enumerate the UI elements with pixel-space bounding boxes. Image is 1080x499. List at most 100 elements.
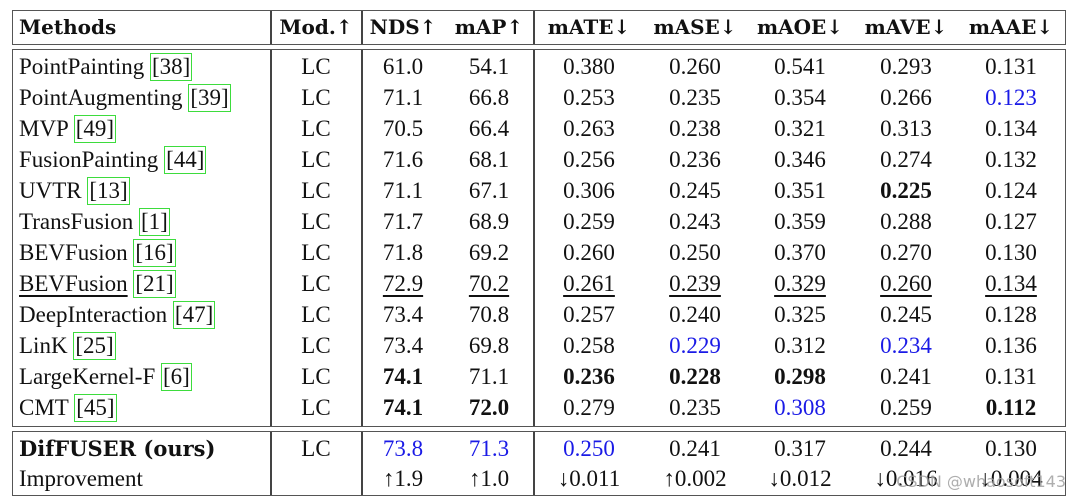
mave-value: 0.274 — [880, 147, 932, 172]
map-value: 54.1 — [468, 54, 510, 79]
mate-value: 0.256 — [563, 147, 615, 172]
column-divider — [361, 50, 363, 426]
method-cell: TransFusion [1] — [19, 206, 170, 237]
nds-value: 61.0 — [382, 54, 424, 79]
mase-value: 0.243 — [669, 209, 721, 234]
citation-link[interactable]: [1] — [138, 208, 170, 236]
mave-value: 0.260 — [880, 271, 932, 296]
nds-value: 71.8 — [382, 240, 424, 265]
mave-value: 0.234 — [880, 333, 932, 358]
citation-link[interactable]: [25] — [73, 332, 116, 360]
table-row: PointPainting [38] LC 61.0 54.1 0.380 0.260 0.… — [13, 51, 1065, 82]
nds-value: 73.8 — [382, 436, 424, 461]
mase-value: 0.235 — [669, 85, 721, 110]
watermark: CSDN @whaosoft143 — [896, 472, 1066, 491]
table-row: FusionPainting [44] LC 71.6 68.1 0.256 0.236 0… — [13, 144, 1065, 175]
method-name: DeepInteraction — [19, 302, 168, 327]
maae-value: 0.136 — [985, 333, 1037, 358]
map-value: 68.9 — [468, 209, 510, 234]
header-map: mAP↑ — [454, 15, 524, 39]
citation-link[interactable]: [47] — [172, 301, 216, 329]
citation-link[interactable]: [13] — [87, 177, 130, 205]
maae-value: 0.132 — [985, 147, 1037, 172]
map-delta: ↑1.0 — [468, 466, 510, 491]
mate-value: 0.236 — [563, 364, 615, 389]
mase-value: 0.241 — [669, 436, 721, 461]
mod-value: LC — [301, 209, 331, 234]
citation-link[interactable]: [6] — [161, 363, 192, 391]
method-name: BEVFusion — [19, 271, 128, 296]
mase-value: 0.250 — [669, 240, 721, 265]
mase-value: 0.228 — [669, 364, 721, 389]
method-name: PointAugmenting — [19, 85, 183, 110]
column-divider — [361, 432, 363, 495]
maae-value: 0.134 — [985, 271, 1037, 296]
nds-value: 73.4 — [382, 302, 424, 327]
table-row: BEVFusion [16] LC 71.8 69.2 0.260 0.250 0.370 0… — [13, 237, 1065, 268]
citation-link[interactable]: [16] — [133, 239, 176, 267]
method-cell: FusionPainting [44] — [19, 144, 207, 175]
mave-value: 0.313 — [880, 116, 932, 141]
mod-value: LC — [301, 178, 331, 203]
header-methods: Methods — [19, 15, 117, 39]
maae-value: 0.131 — [985, 54, 1037, 79]
mate-value: 0.257 — [563, 302, 615, 327]
citation-link[interactable]: [44] — [164, 146, 207, 174]
method-cell: LinK [25] — [19, 330, 116, 361]
method-cell: MVP [49] — [19, 113, 117, 144]
citation-link[interactable]: [45] — [74, 394, 117, 422]
mate-value: 0.253 — [563, 85, 615, 110]
column-divider — [361, 11, 363, 44]
method-cell: PointAugmenting [39] — [19, 82, 231, 113]
map-value: 71.3 — [468, 436, 510, 461]
mod-value: LC — [301, 436, 331, 461]
method-name: Improvement — [19, 466, 143, 491]
mod-value: LC — [301, 271, 331, 296]
mase-value: 0.235 — [669, 395, 721, 420]
citation-link[interactable]: [49] — [73, 115, 117, 143]
maoe-value: 0.317 — [774, 436, 826, 461]
map-value: 66.4 — [468, 116, 510, 141]
table-row: CMT [45] LC 74.1 72.0 0.279 0.235 0.308 0.259 0.… — [13, 392, 1065, 423]
maae-value: 0.123 — [985, 85, 1037, 110]
header-nds: NDS↑ — [369, 15, 437, 39]
maae-value: 0.130 — [985, 240, 1037, 265]
maae-value: 0.134 — [985, 116, 1037, 141]
maoe-value: 0.308 — [774, 395, 826, 420]
header-maoe: mAOE↓ — [756, 15, 844, 39]
method-cell: UVTR [13] — [19, 175, 130, 206]
nds-value: 71.1 — [382, 85, 424, 110]
mate-value: 0.259 — [563, 209, 615, 234]
maoe-value: 0.359 — [774, 209, 826, 234]
maae-value: 0.127 — [985, 209, 1037, 234]
method-name: MVP — [19, 116, 68, 141]
mave-value: 0.293 — [880, 54, 932, 79]
column-divider — [270, 11, 272, 44]
citation-link[interactable]: [21] — [133, 270, 176, 298]
citation-link[interactable]: [39] — [188, 84, 231, 112]
mod-value: LC — [301, 240, 331, 265]
mave-delta: ↓0.016 — [874, 466, 938, 491]
table-row: PointAugmenting [39] LC 71.1 66.8 0.253 0.235… — [13, 82, 1065, 113]
header-mod: Mod.↑ — [279, 15, 353, 39]
method-name: DifFUSER (ours) — [19, 436, 216, 461]
mod-value: LC — [301, 302, 331, 327]
method-cell: LargeKernel-F [6] — [19, 361, 192, 392]
table-row: DeepInteraction [47] LC 73.4 70.8 0.257 0.240… — [13, 299, 1065, 330]
maae-value: 0.128 — [985, 302, 1037, 327]
map-value: 70.8 — [468, 302, 510, 327]
mave-value: 0.288 — [880, 209, 932, 234]
method-cell: BEVFusion [21] — [19, 268, 176, 299]
mase-value: 0.229 — [669, 333, 721, 358]
citation-link[interactable]: [38] — [150, 53, 193, 81]
mod-value: LC — [301, 395, 331, 420]
method-name: CMT — [19, 395, 69, 420]
mate-value: 0.279 — [563, 395, 615, 420]
method-name: LargeKernel-F — [19, 364, 156, 389]
mase-delta: ↑0.002 — [663, 466, 727, 491]
header-mave: mAVE↓ — [864, 15, 948, 39]
mate-value: 0.380 — [563, 54, 615, 79]
maae-value: 0.124 — [985, 178, 1037, 203]
table-row: TransFusion [1] LC 71.7 68.9 0.259 0.243 0.359… — [13, 206, 1065, 237]
mate-value: 0.260 — [563, 240, 615, 265]
